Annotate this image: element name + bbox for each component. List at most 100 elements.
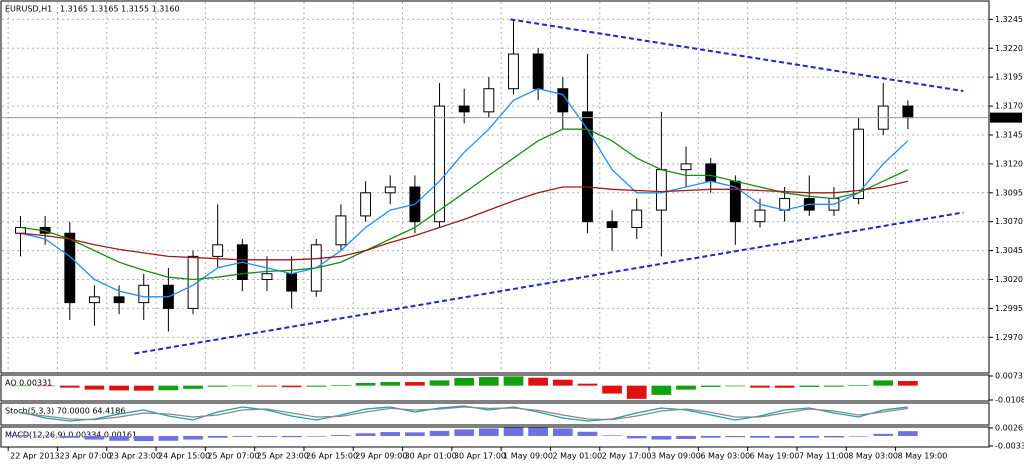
histogram-bar [232, 385, 253, 387]
macd-panel-frame [0, 426, 990, 448]
histogram-bar [405, 432, 425, 436]
y-tick-label: 1.3245 [995, 15, 1023, 24]
histogram-bar [331, 384, 351, 386]
y-tick-label: 1.3220 [995, 44, 1023, 53]
x-tick-label: 25 Apr 23:00 [257, 452, 309, 461]
y-tick-label: 1.2970 [995, 333, 1023, 342]
candle-body [212, 244, 224, 257]
histogram-bar [232, 435, 253, 437]
candle-body [902, 105, 914, 119]
y-tick-label: 0.00731 [995, 372, 1024, 381]
x-tick-label: 6 May 19:00 [750, 452, 800, 461]
x-tick-label: 2 May 17:00 [602, 452, 652, 461]
histogram-bar [405, 382, 425, 386]
x-tick-label: 3 May 09:00 [651, 452, 701, 461]
x-tick-label: 23 Apr 23:00 [109, 452, 161, 461]
candle-body [582, 111, 593, 223]
panel-title: AO 0.00331 [5, 379, 52, 388]
histogram-bar [750, 385, 770, 388]
histogram-bar [109, 435, 129, 441]
histogram-bar [824, 385, 844, 387]
candle-body [64, 232, 76, 304]
candle-body [705, 163, 717, 182]
series-line [20, 406, 908, 421]
histogram-bar [552, 379, 573, 386]
trend-line [510, 18, 964, 93]
candle-body [138, 284, 150, 304]
histogram-bar [281, 385, 302, 388]
histogram-bar [35, 385, 55, 387]
histogram-bar [133, 385, 154, 391]
candle-body [557, 88, 569, 113]
candle-body [335, 215, 347, 246]
y-tick-label: 1.3070 [995, 217, 1023, 226]
y-tick-label: 1.3195 [995, 73, 1023, 82]
histogram-bar [207, 385, 228, 387]
histogram-bar [651, 435, 672, 440]
histogram-bar [528, 377, 548, 386]
candle-body [508, 53, 519, 90]
histogram-bar [10, 385, 31, 387]
histogram-bar [602, 385, 622, 394]
histogram-bar [380, 381, 401, 386]
y-tick-label: 1.3170 [995, 102, 1023, 111]
stoch-panel-frame [0, 402, 990, 426]
x-tick-label: 8 May 03:00 [848, 452, 898, 461]
y-tick-label: 1.3095 [995, 188, 1023, 197]
histogram-bar [528, 427, 548, 436]
x-tick-label: 30 Apr 17:00 [454, 452, 506, 461]
y-tick-label: 1.3120 [995, 159, 1023, 168]
histogram-bar [133, 435, 154, 442]
candle-body [286, 273, 298, 292]
candle-body [434, 105, 445, 223]
histogram-bar [750, 435, 770, 438]
histogram-bar [183, 385, 203, 389]
histogram-bar [651, 385, 672, 395]
x-tick-label: 8 May 19:00 [898, 452, 948, 461]
candle-body [15, 226, 26, 234]
histogram-bar [257, 435, 277, 437]
histogram-bar [848, 384, 869, 386]
series-line [20, 405, 908, 422]
histogram-bar [824, 435, 844, 438]
histogram-bar [700, 435, 721, 438]
candle-body [853, 128, 865, 200]
histogram-bar [873, 380, 894, 386]
x-tick-label: 7 May 11:00 [799, 452, 849, 461]
ao-panel-frame [0, 374, 990, 402]
histogram-bar [725, 385, 746, 387]
x-tick-label: 2 May 01:00 [552, 452, 602, 461]
candle-body [754, 209, 766, 223]
series-line [20, 88, 909, 298]
histogram-bar [35, 435, 55, 437]
histogram-bar [84, 435, 105, 440]
x-tick-label: 30 Apr 01:00 [405, 452, 457, 461]
histogram-bar [59, 385, 80, 388]
histogram-bar [84, 385, 105, 390]
histogram-bar [306, 435, 327, 437]
candle-body [655, 169, 667, 211]
histogram-bar [158, 385, 179, 391]
candle-body [113, 296, 125, 304]
price-label-box [990, 112, 1022, 123]
x-tick-label: 22 Apr 2013 [10, 452, 59, 461]
x-tick-label: 25 Apr 07:00 [207, 452, 259, 461]
histogram-bar [725, 435, 746, 438]
y-tick-label: 1.2995 [995, 304, 1023, 313]
histogram-bar [626, 435, 647, 439]
histogram-bar [281, 435, 302, 438]
histogram-bar [898, 381, 918, 386]
y-tick-label: 0.00265 [995, 424, 1024, 433]
series-line [20, 128, 909, 281]
candle-body [779, 198, 791, 211]
trend-line [134, 211, 964, 355]
main-panel-frame [0, 0, 990, 374]
candle-body [384, 186, 396, 194]
panel-title: Stoch(5,3,3) 70.0000 64.4186 [5, 407, 125, 416]
histogram-bar [306, 385, 327, 387]
histogram-bar [478, 428, 499, 436]
candle-body [483, 88, 495, 113]
x-tick-label: 26 Apr 15:00 [306, 452, 358, 461]
histogram-bar [183, 435, 203, 440]
